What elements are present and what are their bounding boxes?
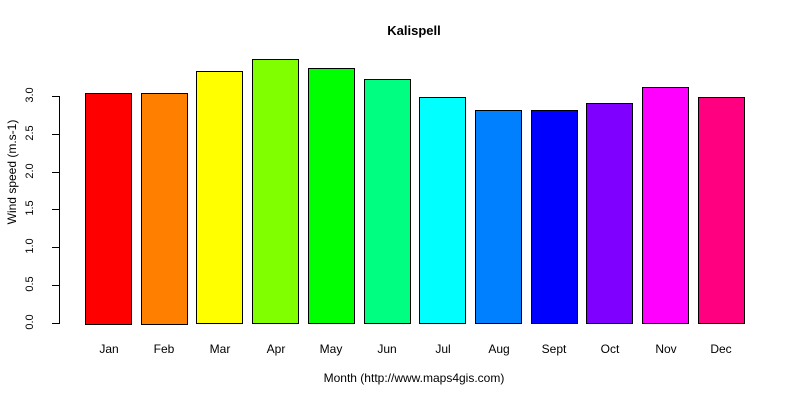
y-axis-line bbox=[59, 96, 60, 324]
bar-jan bbox=[85, 93, 132, 325]
bar-jun bbox=[364, 79, 411, 324]
x-tick-label: Jan bbox=[99, 342, 119, 356]
y-tick bbox=[52, 247, 60, 248]
bar-sept bbox=[531, 110, 578, 324]
bar-feb bbox=[141, 93, 188, 325]
x-tick-label: Sept bbox=[541, 342, 567, 356]
y-tick bbox=[52, 209, 60, 210]
x-tick-label: Feb bbox=[153, 342, 175, 356]
y-tick bbox=[52, 285, 60, 286]
x-axis-label: Month (http://www.maps4gis.com) bbox=[323, 371, 505, 385]
bar-nov bbox=[642, 87, 689, 324]
x-tick-label: May bbox=[319, 342, 343, 356]
y-tick bbox=[52, 323, 60, 324]
x-tick-label: Nov bbox=[655, 342, 677, 356]
bar-may bbox=[308, 68, 355, 324]
bar-dec bbox=[698, 97, 745, 324]
bar-jul bbox=[419, 97, 466, 324]
x-tick-label: Oct bbox=[600, 342, 620, 356]
x-tick-label: Jul bbox=[435, 342, 451, 356]
x-tick-label: Mar bbox=[209, 342, 231, 356]
bar-mar bbox=[196, 71, 243, 324]
y-tick bbox=[52, 96, 60, 97]
bar-oct bbox=[586, 103, 633, 324]
y-tick bbox=[52, 134, 60, 135]
bar-apr bbox=[252, 59, 299, 324]
x-tick-label: Jun bbox=[377, 342, 397, 356]
chart-title: Kalispell bbox=[387, 23, 441, 38]
x-tick-label: Apr bbox=[266, 342, 286, 356]
x-tick-label: Dec bbox=[710, 342, 732, 356]
x-tick-label: Aug bbox=[488, 342, 510, 356]
y-tick bbox=[52, 172, 60, 173]
bar-aug bbox=[475, 110, 522, 324]
